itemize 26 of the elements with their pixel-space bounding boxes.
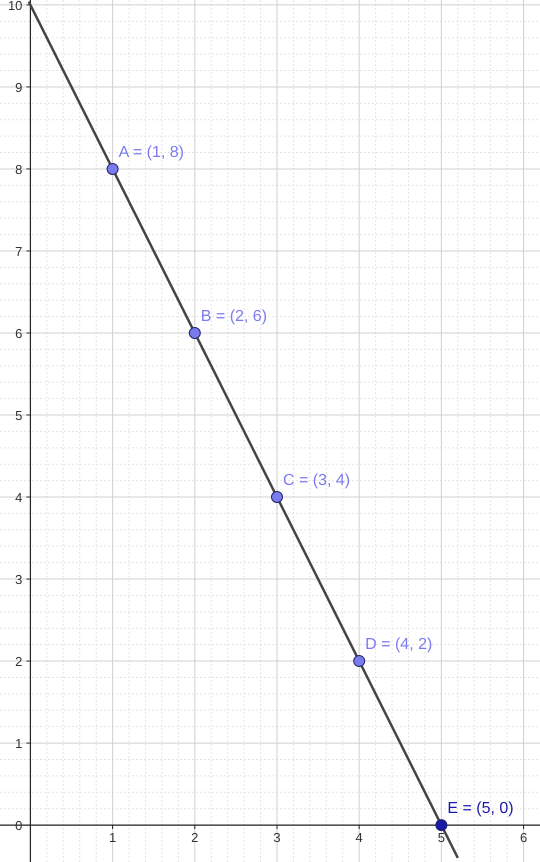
- y-tick-label: 3: [15, 572, 22, 588]
- x-tick-label: 6: [520, 830, 528, 846]
- x-tick-label: 3: [273, 830, 281, 846]
- y-tick-label: 4: [15, 490, 22, 506]
- point: [353, 655, 366, 668]
- y-tick-label: 1: [15, 736, 22, 752]
- x-tick-label: 4: [356, 830, 363, 846]
- point: [270, 491, 283, 504]
- x-tick-label: 1: [108, 830, 116, 846]
- y-tick-label: 8: [15, 162, 22, 177]
- data-label: D = (4, 2): [365, 636, 432, 654]
- x-tick-label: 2: [191, 830, 198, 846]
- y-tick-label: 6: [15, 326, 22, 341]
- y-tick-label: 7: [15, 244, 22, 259]
- data-label: B = (2, 6): [200, 308, 268, 325]
- point: [106, 162, 119, 175]
- data-label: C = (3, 4): [282, 472, 350, 490]
- data-label: E = (5, 0): [447, 800, 514, 818]
- y-tick-label: 5: [15, 408, 22, 424]
- y-tick-label: 2: [15, 654, 22, 670]
- point: [435, 819, 448, 832]
- y-tick-label: 9: [15, 80, 22, 95]
- point: [188, 326, 201, 339]
- x-tick-label: 5: [438, 830, 445, 846]
- data-label: A = (1, 8): [118, 144, 184, 161]
- y-tick-label: 10: [8, 0, 22, 13]
